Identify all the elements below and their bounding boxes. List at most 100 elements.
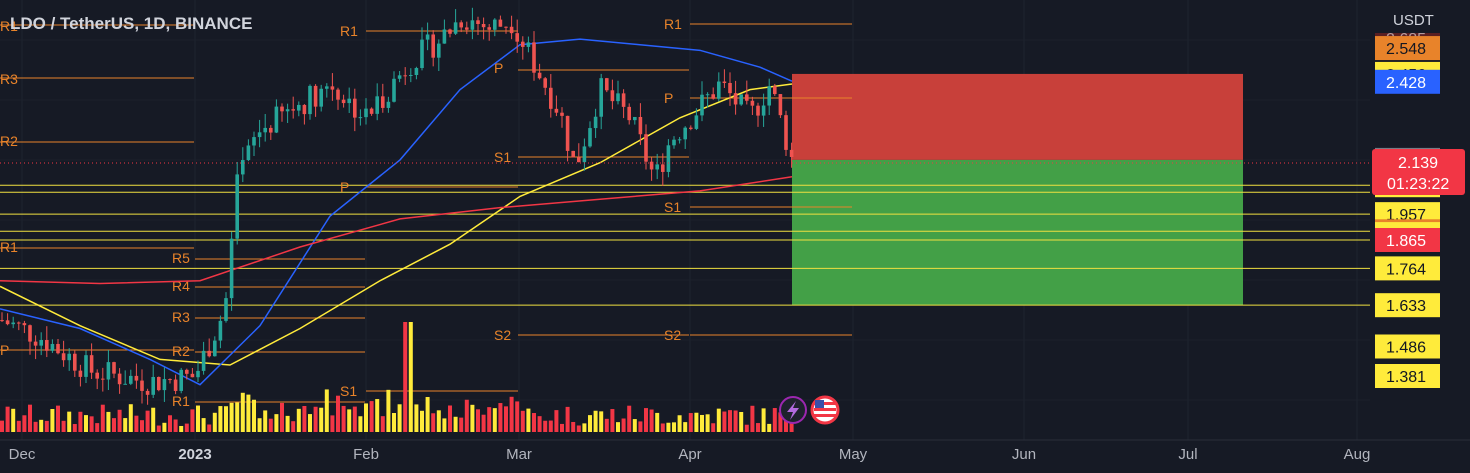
candle-body[interactable] bbox=[0, 320, 4, 322]
candle-body[interactable] bbox=[465, 27, 469, 30]
candle-body[interactable] bbox=[750, 100, 755, 106]
candle-body[interactable] bbox=[341, 99, 346, 104]
candle-body[interactable] bbox=[733, 93, 738, 105]
stop-loss-zone[interactable] bbox=[792, 73, 1243, 160]
candle-body[interactable] bbox=[498, 19, 503, 27]
candle-body[interactable] bbox=[67, 353, 71, 361]
candle-body[interactable] bbox=[224, 298, 228, 321]
ma-blue-line[interactable] bbox=[0, 38, 793, 386]
ma-yellow-line[interactable] bbox=[0, 83, 793, 366]
candle-body[interactable] bbox=[677, 139, 682, 141]
candle-body[interactable] bbox=[767, 86, 771, 106]
candle-body[interactable] bbox=[459, 22, 463, 28]
candle-body[interactable] bbox=[33, 341, 38, 346]
candle-body[interactable] bbox=[39, 340, 43, 346]
candle-body[interactable] bbox=[56, 343, 60, 354]
candle-body[interactable] bbox=[336, 89, 340, 100]
candle-body[interactable] bbox=[117, 373, 122, 385]
candle-body[interactable] bbox=[599, 78, 603, 117]
candle-body[interactable] bbox=[263, 127, 267, 133]
horizontal-levels[interactable] bbox=[0, 184, 1370, 306]
candle-body[interactable] bbox=[358, 117, 363, 119]
candle-body[interactable] bbox=[179, 369, 183, 391]
candle-body[interactable] bbox=[621, 93, 626, 107]
candle-body[interactable] bbox=[722, 81, 727, 83]
candle-body[interactable] bbox=[392, 78, 396, 102]
candle-body[interactable] bbox=[353, 98, 357, 118]
candle-body[interactable] bbox=[257, 132, 262, 138]
candle-body[interactable] bbox=[403, 75, 407, 77]
candle-body[interactable] bbox=[543, 78, 547, 88]
candle-body[interactable] bbox=[487, 27, 491, 30]
candle-body[interactable] bbox=[605, 78, 609, 91]
candle-body[interactable] bbox=[50, 343, 55, 351]
ma-red-line[interactable] bbox=[0, 176, 793, 285]
candle-body[interactable] bbox=[11, 322, 15, 325]
take-profit-zone[interactable] bbox=[792, 159, 1243, 306]
candle-body[interactable] bbox=[45, 340, 49, 351]
candle-body[interactable] bbox=[280, 106, 284, 112]
candle-body[interactable] bbox=[700, 94, 704, 116]
candle-body[interactable] bbox=[168, 379, 172, 381]
lightning-icon[interactable] bbox=[779, 396, 807, 424]
candle-body[interactable] bbox=[201, 350, 206, 371]
candle-body[interactable] bbox=[409, 75, 413, 77]
candle-body[interactable] bbox=[319, 88, 323, 107]
candle-body[interactable] bbox=[140, 380, 144, 391]
candle-body[interactable] bbox=[112, 362, 116, 374]
candle-body[interactable] bbox=[661, 164, 665, 172]
candle-body[interactable] bbox=[638, 116, 643, 135]
candle-body[interactable] bbox=[196, 370, 200, 378]
candle-body[interactable] bbox=[173, 379, 178, 391]
candle-body[interactable] bbox=[532, 42, 536, 73]
candle-body[interactable] bbox=[235, 174, 239, 239]
candle-body[interactable] bbox=[627, 106, 631, 121]
candles[interactable] bbox=[0, 7, 794, 405]
candle-body[interactable] bbox=[554, 108, 559, 113]
candle-body[interactable] bbox=[571, 150, 575, 158]
candle-body[interactable] bbox=[291, 109, 295, 111]
candle-body[interactable] bbox=[565, 115, 570, 151]
candle-body[interactable] bbox=[252, 137, 256, 146]
candle-body[interactable] bbox=[241, 160, 245, 175]
candle-body[interactable] bbox=[633, 116, 637, 121]
candle-body[interactable] bbox=[437, 43, 441, 58]
candle-body[interactable] bbox=[666, 145, 671, 172]
candle-body[interactable] bbox=[705, 94, 710, 96]
candle-body[interactable] bbox=[582, 146, 587, 163]
candle-body[interactable] bbox=[717, 81, 721, 99]
candle-body[interactable] bbox=[95, 372, 99, 379]
candle-body[interactable] bbox=[145, 390, 150, 395]
candle-body[interactable] bbox=[106, 362, 111, 380]
candle-body[interactable] bbox=[448, 29, 452, 34]
candle-body[interactable] bbox=[84, 355, 88, 377]
candle-body[interactable] bbox=[644, 134, 648, 162]
candle-body[interactable] bbox=[493, 19, 497, 30]
candle-body[interactable] bbox=[655, 164, 659, 170]
candle-body[interactable] bbox=[218, 320, 223, 341]
candle-body[interactable] bbox=[521, 41, 525, 47]
candle-body[interactable] bbox=[185, 369, 189, 374]
candle-body[interactable] bbox=[476, 20, 480, 25]
candle-body[interactable] bbox=[151, 376, 155, 395]
candle-body[interactable] bbox=[593, 116, 598, 129]
candle-body[interactable] bbox=[347, 98, 351, 104]
candle-body[interactable] bbox=[308, 85, 312, 115]
candle-body[interactable] bbox=[134, 375, 139, 381]
candle-body[interactable] bbox=[162, 379, 167, 391]
time-axis[interactable] bbox=[0, 440, 1470, 473]
candle-body[interactable] bbox=[22, 323, 27, 326]
candle-body[interactable] bbox=[784, 115, 788, 150]
candle-body[interactable] bbox=[694, 115, 699, 129]
candle-body[interactable] bbox=[274, 106, 279, 133]
candle-body[interactable] bbox=[425, 34, 430, 40]
position-zones[interactable] bbox=[792, 73, 1243, 306]
candle-body[interactable] bbox=[577, 157, 581, 163]
candle-body[interactable] bbox=[414, 68, 419, 76]
candle-body[interactable] bbox=[761, 105, 766, 116]
candle-body[interactable] bbox=[453, 22, 458, 34]
candle-body[interactable] bbox=[711, 94, 715, 99]
candle-body[interactable] bbox=[61, 353, 66, 361]
candle-body[interactable] bbox=[588, 128, 592, 147]
